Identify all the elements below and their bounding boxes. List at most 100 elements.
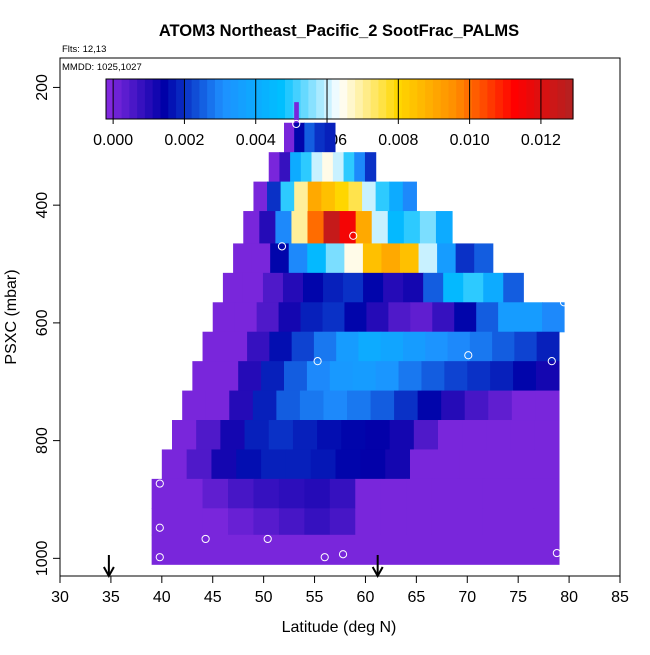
heatmap-cell xyxy=(418,243,438,274)
heatmap-cell xyxy=(410,449,436,480)
heatmap-cell xyxy=(536,331,560,362)
colorbar-segment xyxy=(152,79,162,119)
heatmap-cell xyxy=(332,152,345,183)
x-tick-label: 85 xyxy=(611,589,629,606)
x-tick-label: 30 xyxy=(51,589,69,606)
colorbar-segment xyxy=(557,79,566,119)
heatmap-cell xyxy=(307,181,322,212)
sample-point xyxy=(552,548,561,558)
heatmap-cell xyxy=(275,211,293,245)
sample-point xyxy=(313,357,322,366)
y-tick-label: 800 xyxy=(34,427,51,454)
heatmap-cell xyxy=(498,302,521,333)
heatmap-cell xyxy=(253,478,280,509)
heatmap-cell xyxy=(324,122,336,153)
colorbar-segment xyxy=(401,79,411,119)
heatmap-cell xyxy=(177,478,204,509)
heatmap-cell xyxy=(362,181,377,212)
colorbar-segment xyxy=(362,79,372,119)
colorbar-segment xyxy=(160,79,169,119)
heatmap-cell xyxy=(343,152,355,183)
colorbar-segment xyxy=(479,79,488,119)
colorbar-segment xyxy=(316,79,325,119)
colorbar-tick-label: 0.004 xyxy=(236,132,276,149)
colorbar-segment xyxy=(199,79,208,119)
heatmap-cell xyxy=(161,449,188,480)
heatmap-cell xyxy=(282,272,304,303)
heatmap-cell xyxy=(244,420,270,451)
colorbar-tick-label: 0.010 xyxy=(450,132,490,149)
heatmap-cell xyxy=(352,361,377,392)
sample-point xyxy=(155,523,164,532)
heatmap-cell xyxy=(242,272,264,303)
sample-point xyxy=(292,119,301,129)
heatmap-cell xyxy=(355,508,382,536)
x-tick-label: 40 xyxy=(153,589,171,606)
colorbar-segment xyxy=(253,79,263,119)
colorbar-tick-label: 0.000 xyxy=(93,132,133,149)
colorbar-tick-label: 0.008 xyxy=(378,132,418,149)
heatmap-cell xyxy=(394,390,419,421)
heatmap-cell xyxy=(202,508,229,536)
colorbar-segment xyxy=(246,79,255,119)
heatmap-cell xyxy=(513,361,537,392)
colorbar-segment xyxy=(370,79,380,119)
colorbar-segment xyxy=(487,79,496,119)
flights-annotation: Flts: 12,13 xyxy=(62,44,106,55)
colorbar-segment xyxy=(331,79,341,119)
colorbar-segment xyxy=(425,79,434,119)
heatmap-cell xyxy=(284,122,295,153)
heatmap-cell xyxy=(323,272,344,303)
heatmap-cell xyxy=(400,243,420,274)
heatmap-cell xyxy=(151,478,178,509)
heatmap-cell xyxy=(212,302,236,333)
heatmap-cell xyxy=(304,478,331,509)
heatmap-cell xyxy=(467,361,491,392)
heatmap-cell xyxy=(304,508,331,536)
heatmap-cell xyxy=(406,508,433,536)
heatmap-cell xyxy=(291,331,315,362)
colorbar-segment xyxy=(549,79,559,119)
heatmap-cell xyxy=(364,152,377,183)
heatmap-cell xyxy=(431,478,458,509)
heatmap-cell xyxy=(371,211,389,245)
heatmap-cell xyxy=(419,211,437,245)
heatmap-cell xyxy=(253,181,268,212)
heatmap-cell xyxy=(322,302,346,333)
heatmap-cell xyxy=(484,449,510,480)
heatmap-cell xyxy=(508,508,535,536)
heatmap-cell xyxy=(434,449,461,480)
heatmap-cell xyxy=(462,420,487,451)
heatmap-cell xyxy=(285,449,312,480)
heatmap-cell xyxy=(380,331,404,362)
heatmap-cell xyxy=(186,449,213,480)
heatmap-cell xyxy=(410,302,433,333)
heatmap-cell xyxy=(341,420,367,451)
heatmap-cell xyxy=(363,272,384,303)
sample-point xyxy=(155,553,164,562)
heatmap-cell xyxy=(536,361,560,392)
colorbar-segment xyxy=(222,79,232,119)
sample-point xyxy=(338,550,348,559)
sample-point xyxy=(559,298,569,307)
colorbar-segment xyxy=(378,79,387,119)
heatmap-cell xyxy=(389,420,415,451)
colorbar-segment xyxy=(534,79,543,119)
heatmap-cell xyxy=(435,211,453,245)
heatmap-cell xyxy=(365,420,391,451)
heatmap-cell xyxy=(292,420,318,451)
heatmap-cell xyxy=(259,211,276,245)
heatmap-cell xyxy=(381,243,401,274)
heatmap-cell xyxy=(383,272,404,303)
heatmap-cell xyxy=(307,243,327,274)
heatmap-cell xyxy=(261,449,287,480)
heatmap-cell xyxy=(288,243,308,274)
heatmap-cell xyxy=(262,272,284,303)
y-tick-label: 600 xyxy=(34,309,51,336)
heatmap-cell xyxy=(329,508,356,536)
heatmap-cell xyxy=(380,478,407,509)
heatmap-cell xyxy=(370,390,395,421)
heatmap-cell xyxy=(177,508,204,536)
colorbar-segment xyxy=(502,79,512,119)
